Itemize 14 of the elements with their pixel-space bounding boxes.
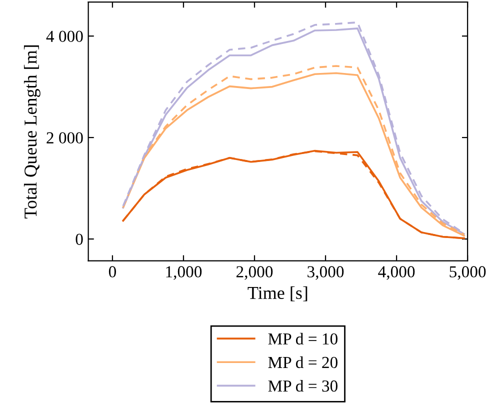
y-tick-label: 2 000	[46, 132, 83, 144]
x-tick-label: 1,000	[166, 266, 202, 280]
y-tick-label: 4 000	[46, 30, 83, 42]
x-tick-label: 2,000	[236, 266, 273, 280]
x-tick-label: 3,000	[308, 266, 344, 280]
legend-label: MP d = 10	[268, 332, 338, 345]
x-tick-label: 4,000	[378, 266, 415, 280]
y-axis-title: Total Queue Length [m]	[24, 45, 40, 218]
y-tick-label: 0	[76, 234, 83, 245]
x-axis-title: Time [s]	[248, 286, 308, 302]
legend-label: MP d = 20	[268, 356, 338, 368]
x-tick-label: 5,000	[450, 266, 486, 280]
x-tick-label: 0	[108, 266, 116, 278]
legend-label: MP d = 30	[268, 380, 338, 392]
